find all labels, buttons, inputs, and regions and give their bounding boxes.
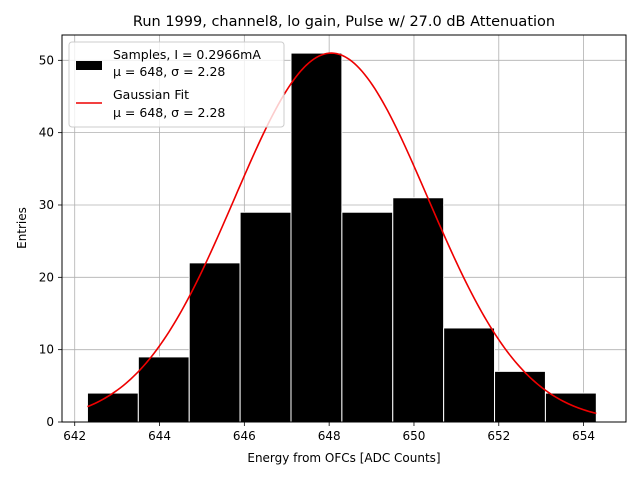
legend-fit-stats: μ = 648, σ = 2.28 bbox=[113, 105, 225, 120]
histogram-bar bbox=[392, 197, 445, 423]
legend-box bbox=[68, 41, 285, 128]
histogram-bar bbox=[137, 356, 190, 423]
y-tick-label: 0 bbox=[46, 415, 54, 429]
gaussian-fit-curve bbox=[87, 52, 597, 415]
x-axis-label: Energy from OFCs [ADC Counts] bbox=[247, 451, 440, 465]
legend-samples-stats: μ = 648, σ = 2.28 bbox=[113, 64, 225, 79]
histogram-bar bbox=[341, 211, 394, 423]
histogram-bar bbox=[290, 52, 343, 423]
histogram-bar bbox=[443, 327, 496, 423]
x-tick-label: 646 bbox=[233, 429, 256, 443]
y-axis-label: Entries bbox=[15, 207, 29, 249]
y-tick-label: 10 bbox=[39, 343, 54, 357]
histogram-bar bbox=[86, 392, 139, 423]
legend-fit-label: Gaussian Fit bbox=[113, 87, 189, 102]
y-tick-label: 40 bbox=[39, 126, 54, 140]
histogram-bar bbox=[188, 262, 241, 423]
x-tick-label: 648 bbox=[318, 429, 341, 443]
x-tick-label: 644 bbox=[148, 429, 171, 443]
histogram-bar bbox=[544, 392, 597, 423]
histogram-bar bbox=[239, 211, 292, 423]
x-tick-label: 654 bbox=[572, 429, 595, 443]
y-tick-label: 50 bbox=[39, 53, 54, 67]
x-tick-label: 642 bbox=[63, 429, 86, 443]
chart-title: Run 1999, channel8, lo gain, Pulse w/ 27… bbox=[133, 14, 555, 30]
x-tick-label: 650 bbox=[403, 429, 426, 443]
y-tick-label: 20 bbox=[39, 270, 54, 284]
plot-frame bbox=[61, 34, 627, 423]
y-tick-label: 30 bbox=[39, 198, 54, 212]
histogram-bar bbox=[494, 370, 546, 423]
legend-samples-label: Samples, I = 0.2966mA bbox=[113, 47, 261, 62]
legend: Samples, I = 0.2966mA μ = 648, σ = 2.28 … bbox=[68, 41, 285, 128]
x-axis-ticks: 642 644 646 648 650 652 654 bbox=[63, 422, 595, 443]
y-axis-ticks: 0 10 20 30 40 50 bbox=[39, 53, 62, 429]
legend-samples-patch bbox=[76, 61, 102, 70]
histogram-bars bbox=[86, 52, 597, 423]
x-tick-label: 652 bbox=[487, 429, 510, 443]
